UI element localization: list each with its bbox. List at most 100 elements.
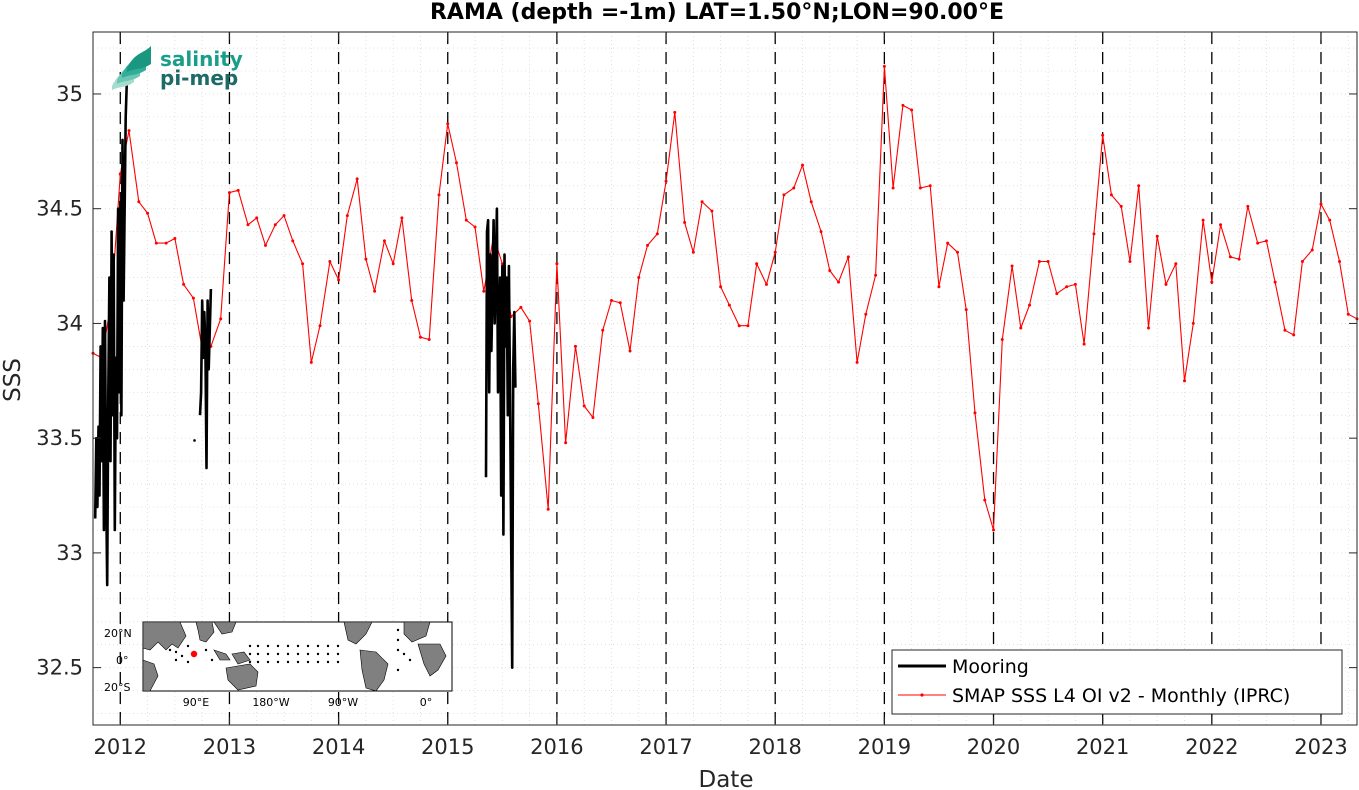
smap-data-point (1092, 232, 1096, 236)
smap-data-point (1319, 202, 1323, 206)
mooring-series-line (93, 82, 129, 587)
smap-data-point (236, 188, 240, 192)
smap-data-point (1310, 248, 1314, 252)
smap-data-point (973, 411, 977, 415)
grid-lines (92, 32, 1357, 725)
smap-data-point (700, 200, 704, 204)
inset-lat-label-20s: 20°S (104, 681, 130, 694)
smap-data-point (1264, 239, 1268, 243)
smap-data-point (364, 257, 368, 261)
salinity-pi-mep-logo: salinity pi-mep (112, 46, 243, 90)
y-tick-label: 32.5 (36, 656, 83, 680)
legend-label-smap: SMAP SSS L4 OI v2 - Monthly (IPRC) (952, 685, 1290, 707)
smap-data-point (1273, 280, 1277, 284)
smap-data-point (528, 319, 532, 323)
smap-data-point (1082, 342, 1086, 346)
inset-map: 20°N 0° 20°S 90°E 180°W 90°W 0° (104, 621, 453, 709)
y-axis-label: SSS (0, 358, 26, 402)
y-tick-label: 34.5 (36, 197, 83, 221)
smap-data-point (500, 262, 504, 266)
smap-data-point (301, 262, 305, 266)
smap-data-point (901, 103, 905, 107)
smap-data-point (519, 305, 523, 309)
smap-data-point (400, 216, 404, 220)
smap-data-point (337, 278, 341, 282)
smap-data-point (846, 255, 850, 259)
smap-data-point (263, 243, 267, 247)
smap-data-point (792, 186, 796, 190)
x-tick-label: 2023 (1294, 735, 1347, 759)
smap-data-point (764, 282, 768, 286)
smap-data-point (482, 289, 486, 293)
smap-data-point (282, 214, 286, 218)
smap-data-point (637, 276, 641, 280)
smap-data-point (1246, 204, 1250, 208)
smap-data-point (1155, 234, 1159, 238)
smap-data-point (1292, 333, 1296, 337)
smap-data-point (773, 250, 777, 254)
smap-data-point (373, 289, 377, 293)
chart-title: RAMA (depth =-1m) LAT=1.50°N;LON=90.00°E (430, 0, 1004, 25)
x-tick-label: 2020 (967, 735, 1020, 759)
smap-data-point (1010, 264, 1014, 268)
x-tick-label: 2017 (639, 735, 692, 759)
smap-data-point (410, 298, 414, 302)
logo-line2: pi-mep (160, 66, 238, 90)
inset-mooring-dots (168, 628, 412, 672)
smap-data-point (1191, 321, 1195, 325)
legend-box (891, 649, 1343, 715)
x-tick-label: 2013 (203, 735, 256, 759)
y-tick-label: 33.5 (36, 426, 83, 450)
plot-series (91, 64, 1359, 669)
smap-data-point (555, 262, 559, 266)
legend-swatch-smap-marker (920, 693, 924, 697)
smap-data-point (946, 241, 950, 245)
smap-data-point (1346, 312, 1350, 316)
smap-data-point (391, 262, 395, 266)
legend-label-mooring: Mooring (952, 656, 1029, 678)
x-tick-label: 2022 (1185, 735, 1238, 759)
smap-data-point (1137, 184, 1141, 188)
x-tick-label: 2015 (421, 735, 474, 759)
smap-data-point (573, 344, 577, 348)
smap-data-point (828, 269, 832, 273)
smap-data-point (992, 528, 996, 532)
smap-data-point (837, 280, 841, 284)
inset-land-shapes (142, 621, 447, 692)
smap-data-point (755, 262, 759, 266)
inset-lat-label-20n: 20°N (104, 627, 132, 640)
smap-data-point (1055, 292, 1059, 296)
smap-data-point (418, 335, 422, 339)
smap-data-point (1000, 337, 1004, 341)
smap-data-point (1338, 259, 1342, 263)
smap-data-point (219, 317, 223, 321)
smap-data-point (536, 402, 540, 406)
smap-data-point (328, 259, 332, 263)
inset-lon-label-90e: 90°E (183, 696, 209, 709)
smap-data-point (910, 108, 914, 112)
smap-data-point (1210, 280, 1214, 284)
x-tick-label: 2014 (312, 735, 365, 759)
smap-data-point (191, 296, 195, 300)
smap-data-point (918, 186, 922, 190)
smap-data-point (1228, 255, 1232, 259)
smap-data-point (874, 273, 878, 277)
smap-data-point (1201, 218, 1205, 222)
smap-data-point (983, 498, 987, 502)
smap-data-point (146, 211, 150, 215)
smap-data-point (182, 282, 186, 286)
smap-data-point (227, 191, 231, 195)
y-tick-label: 34 (56, 311, 83, 335)
smap-data-point (746, 324, 750, 328)
smap-data-point (1237, 257, 1241, 261)
smap-data-point (154, 241, 158, 245)
smap-data-point (855, 360, 859, 364)
smap-data-point (291, 239, 295, 243)
x-tick-label: 2016 (530, 735, 583, 759)
smap-data-point (318, 324, 322, 328)
smap-data-point (309, 360, 313, 364)
logo-wave-icon (112, 46, 151, 90)
smap-data-point (1328, 218, 1332, 222)
smap-data-point (809, 200, 813, 204)
